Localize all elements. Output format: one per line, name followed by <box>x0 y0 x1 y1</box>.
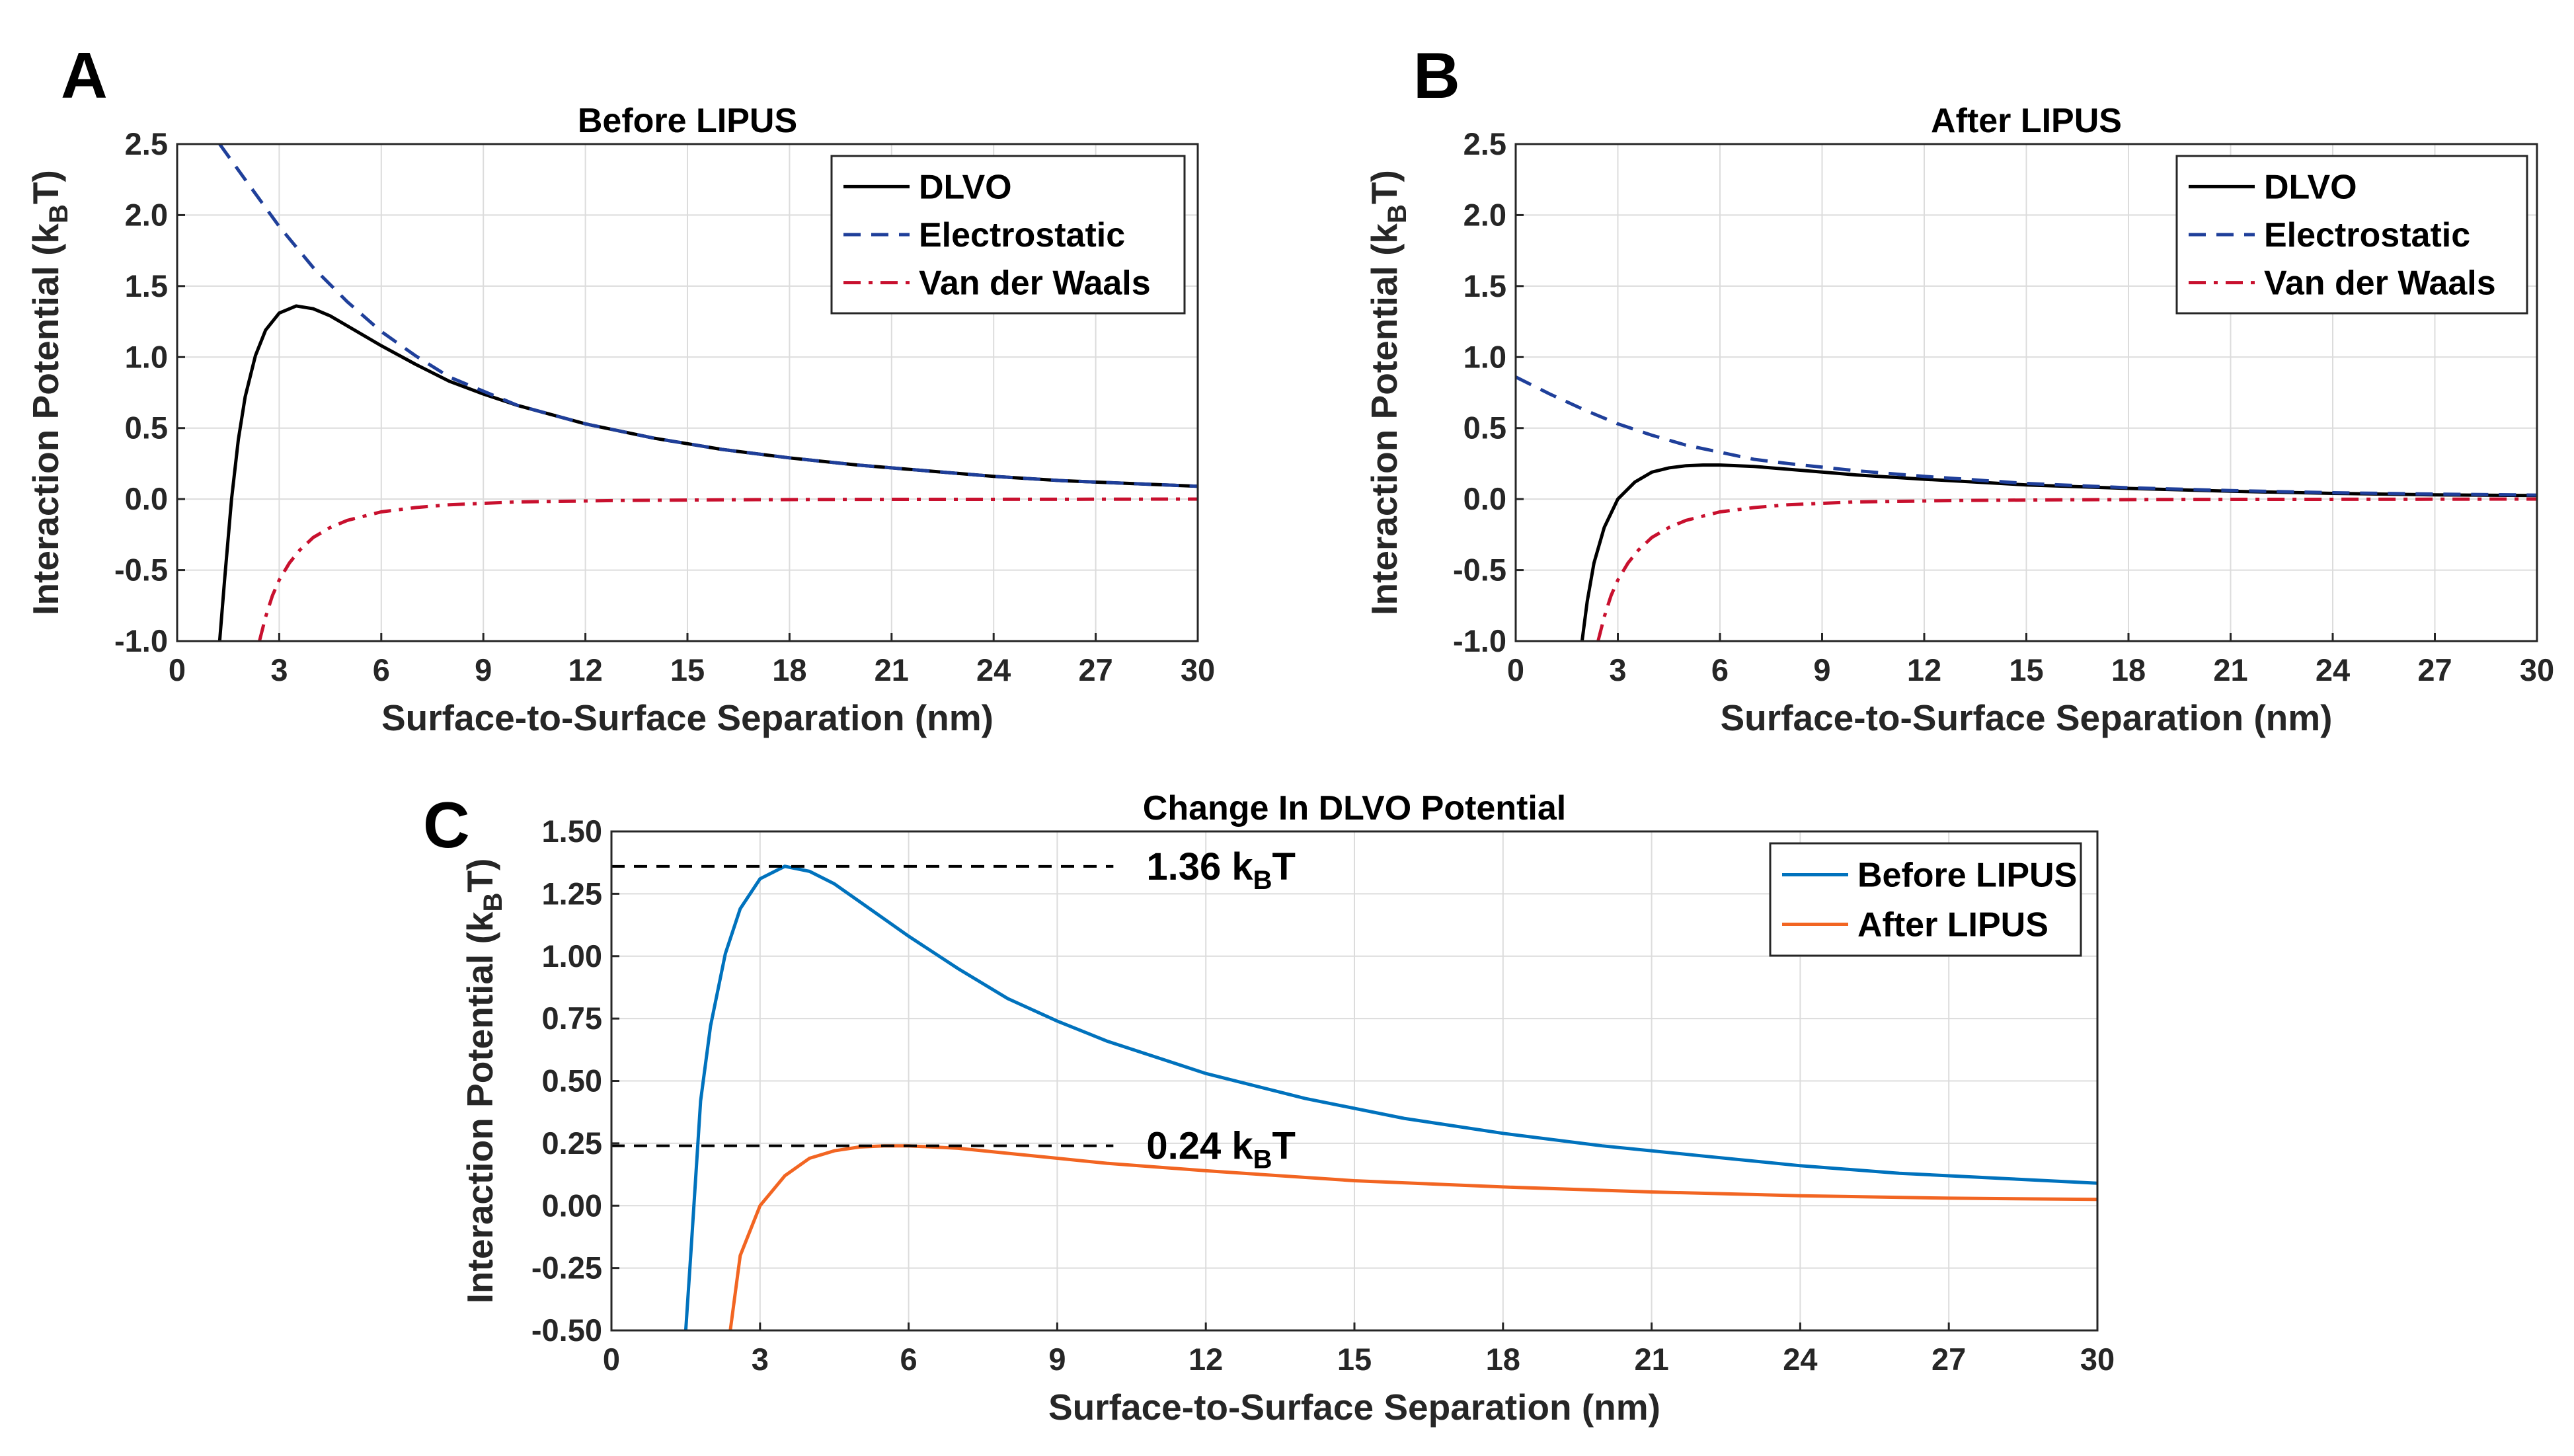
x-tick-label: 6 <box>900 1342 917 1377</box>
x-tick-label: 6 <box>1711 652 1729 687</box>
x-tick-label: 3 <box>752 1342 769 1377</box>
y-tick-label: 1.5 <box>125 268 168 303</box>
x-tick-label: 24 <box>1783 1342 1817 1377</box>
y-tick-label: 1.00 <box>542 939 602 974</box>
x-tick-label: 27 <box>2417 652 2452 687</box>
chart-title: Before LIPUS <box>578 102 797 140</box>
x-axis-label: Surface-to-Surface Separation (nm) <box>1048 1387 1660 1428</box>
y-tick-label: 1.0 <box>125 339 168 374</box>
series-line-dlvo <box>1580 463 2537 641</box>
x-tick-label: 27 <box>1078 652 1112 687</box>
x-tick-label: 12 <box>1189 1342 1223 1377</box>
x-tick-label: 30 <box>2520 652 2554 687</box>
y-tick-label: 0.25 <box>542 1126 602 1161</box>
legend: DLVO Electrostatic Van der Waals <box>2175 155 2528 315</box>
legend-label: DLVO <box>919 168 1012 206</box>
y-tick-label: 1.0 <box>1463 339 1506 374</box>
x-tick-label: 15 <box>1337 1342 1372 1377</box>
legend-label: Electrostatic <box>2264 216 2470 254</box>
y-tick-label: 0.75 <box>542 1001 602 1036</box>
legend-label: Electrostatic <box>919 216 1125 254</box>
y-axis-label: Interaction Potential (kBT) <box>1364 170 1412 615</box>
x-tick-label: 18 <box>1486 1342 1520 1377</box>
x-tick-label: 30 <box>2080 1342 2115 1377</box>
chart-title: Change In DLVO Potential <box>1143 789 1566 827</box>
series-line-after-lipus <box>728 1144 2097 1330</box>
x-tick-label: 3 <box>1609 652 1626 687</box>
x-tick-label: 9 <box>1048 1342 1066 1377</box>
y-tick-label: -0.5 <box>1453 553 1506 588</box>
series-line-van-der-waals <box>1596 497 2537 641</box>
chart-title: After LIPUS <box>1931 102 2122 140</box>
y-tick-label: 2.0 <box>1463 197 1506 232</box>
y-tick-label: -1.0 <box>114 623 168 658</box>
y-tick-label: 0.00 <box>542 1188 602 1223</box>
panel-letter: A <box>61 39 108 112</box>
x-tick-label: 0 <box>1507 652 1524 687</box>
x-tick-label: 9 <box>475 652 492 687</box>
legend-label: After LIPUS <box>1857 906 2048 944</box>
y-axis-label: Interaction Potential (kBT) <box>25 170 73 615</box>
y-tick-label: -0.50 <box>531 1313 602 1348</box>
x-tick-label: 0 <box>603 1342 620 1377</box>
y-tick-label: 0.0 <box>125 481 168 516</box>
x-tick-label: 9 <box>1813 652 1830 687</box>
legend-label: Before LIPUS <box>1857 857 2077 895</box>
series-line-dlvo <box>217 304 1198 641</box>
legend: Before LIPUS After LIPUS <box>1769 842 2082 957</box>
y-tick-label: 1.50 <box>542 814 602 849</box>
x-tick-label: 24 <box>2316 652 2350 687</box>
x-tick-label: 18 <box>2111 652 2146 687</box>
legend-label: DLVO <box>2264 168 2357 206</box>
x-tick-label: 12 <box>1907 652 1941 687</box>
y-tick-label: 2.5 <box>1463 126 1506 161</box>
y-tick-label: -0.5 <box>114 553 168 588</box>
x-tick-label: 27 <box>1931 1342 1966 1377</box>
panel-c: 1.36 kBT 0.24 kBT 0 3 6 9 12 15 18 21 24 27 30 -0.50 -… <box>423 788 2115 1428</box>
panel-a: 0 3 6 9 12 15 18 21 24 27 30 -1.0 -0.5 0.0 0.5 1.0 1.5 2.… <box>25 39 1215 738</box>
panel-letter: B <box>1413 39 1460 112</box>
x-tick-label: 21 <box>875 652 909 687</box>
panel-b: 0 3 6 9 12 15 18 21 24 27 30 -1.0 -0.5 0.0 0.5 1.0 1.5 2.… <box>1364 39 2554 738</box>
x-tick-label: 12 <box>568 652 602 687</box>
y-tick-label: 0.0 <box>1463 481 1506 516</box>
x-axis-label: Surface-to-Surface Separation (nm) <box>1720 697 2332 738</box>
x-tick-label: 30 <box>1181 652 1215 687</box>
y-tick-label: -1.0 <box>1453 623 1506 658</box>
series-line-before-lipus <box>683 864 2097 1330</box>
series-line-electrostatic <box>218 144 1198 488</box>
y-tick-label: 0.5 <box>1463 410 1506 445</box>
x-tick-label: 3 <box>270 652 288 687</box>
x-tick-label: 21 <box>1634 1342 1668 1377</box>
series-line-van-der-waals <box>258 497 1198 641</box>
x-tick-label: 24 <box>976 652 1011 687</box>
y-tick-label: 2.5 <box>125 126 168 161</box>
y-tick-label: 0.5 <box>125 410 168 445</box>
series-line-electrostatic <box>1516 375 2537 497</box>
x-tick-label: 21 <box>2213 652 2247 687</box>
legend-box <box>830 155 1186 315</box>
x-axis-label: Surface-to-Surface Separation (nm) <box>381 697 994 738</box>
panel-letter: C <box>423 788 470 861</box>
annotation-label: 1.36 kBT <box>1146 845 1296 895</box>
y-tick-label: 2.0 <box>125 197 168 232</box>
y-tick-label: -0.25 <box>531 1250 602 1285</box>
x-tick-label: 18 <box>772 652 806 687</box>
legend: DLVO Electrostatic Van der Waals <box>830 155 1186 315</box>
y-tick-label: 1.25 <box>542 876 602 911</box>
legend-label: Van der Waals <box>919 264 1151 303</box>
legend-box <box>1769 842 2082 957</box>
legend-label: Van der Waals <box>2264 264 2496 303</box>
annotation-label: 0.24 kBT <box>1146 1125 1296 1174</box>
legend-box <box>2175 155 2528 315</box>
y-axis-label: Interaction Potential (kBT) <box>459 859 508 1304</box>
y-tick-label: 1.5 <box>1463 268 1506 303</box>
y-tick-label: 0.50 <box>542 1063 602 1098</box>
x-tick-label: 0 <box>169 652 186 687</box>
x-tick-label: 15 <box>2009 652 2043 687</box>
x-tick-label: 6 <box>373 652 390 687</box>
x-tick-label: 15 <box>670 652 705 687</box>
